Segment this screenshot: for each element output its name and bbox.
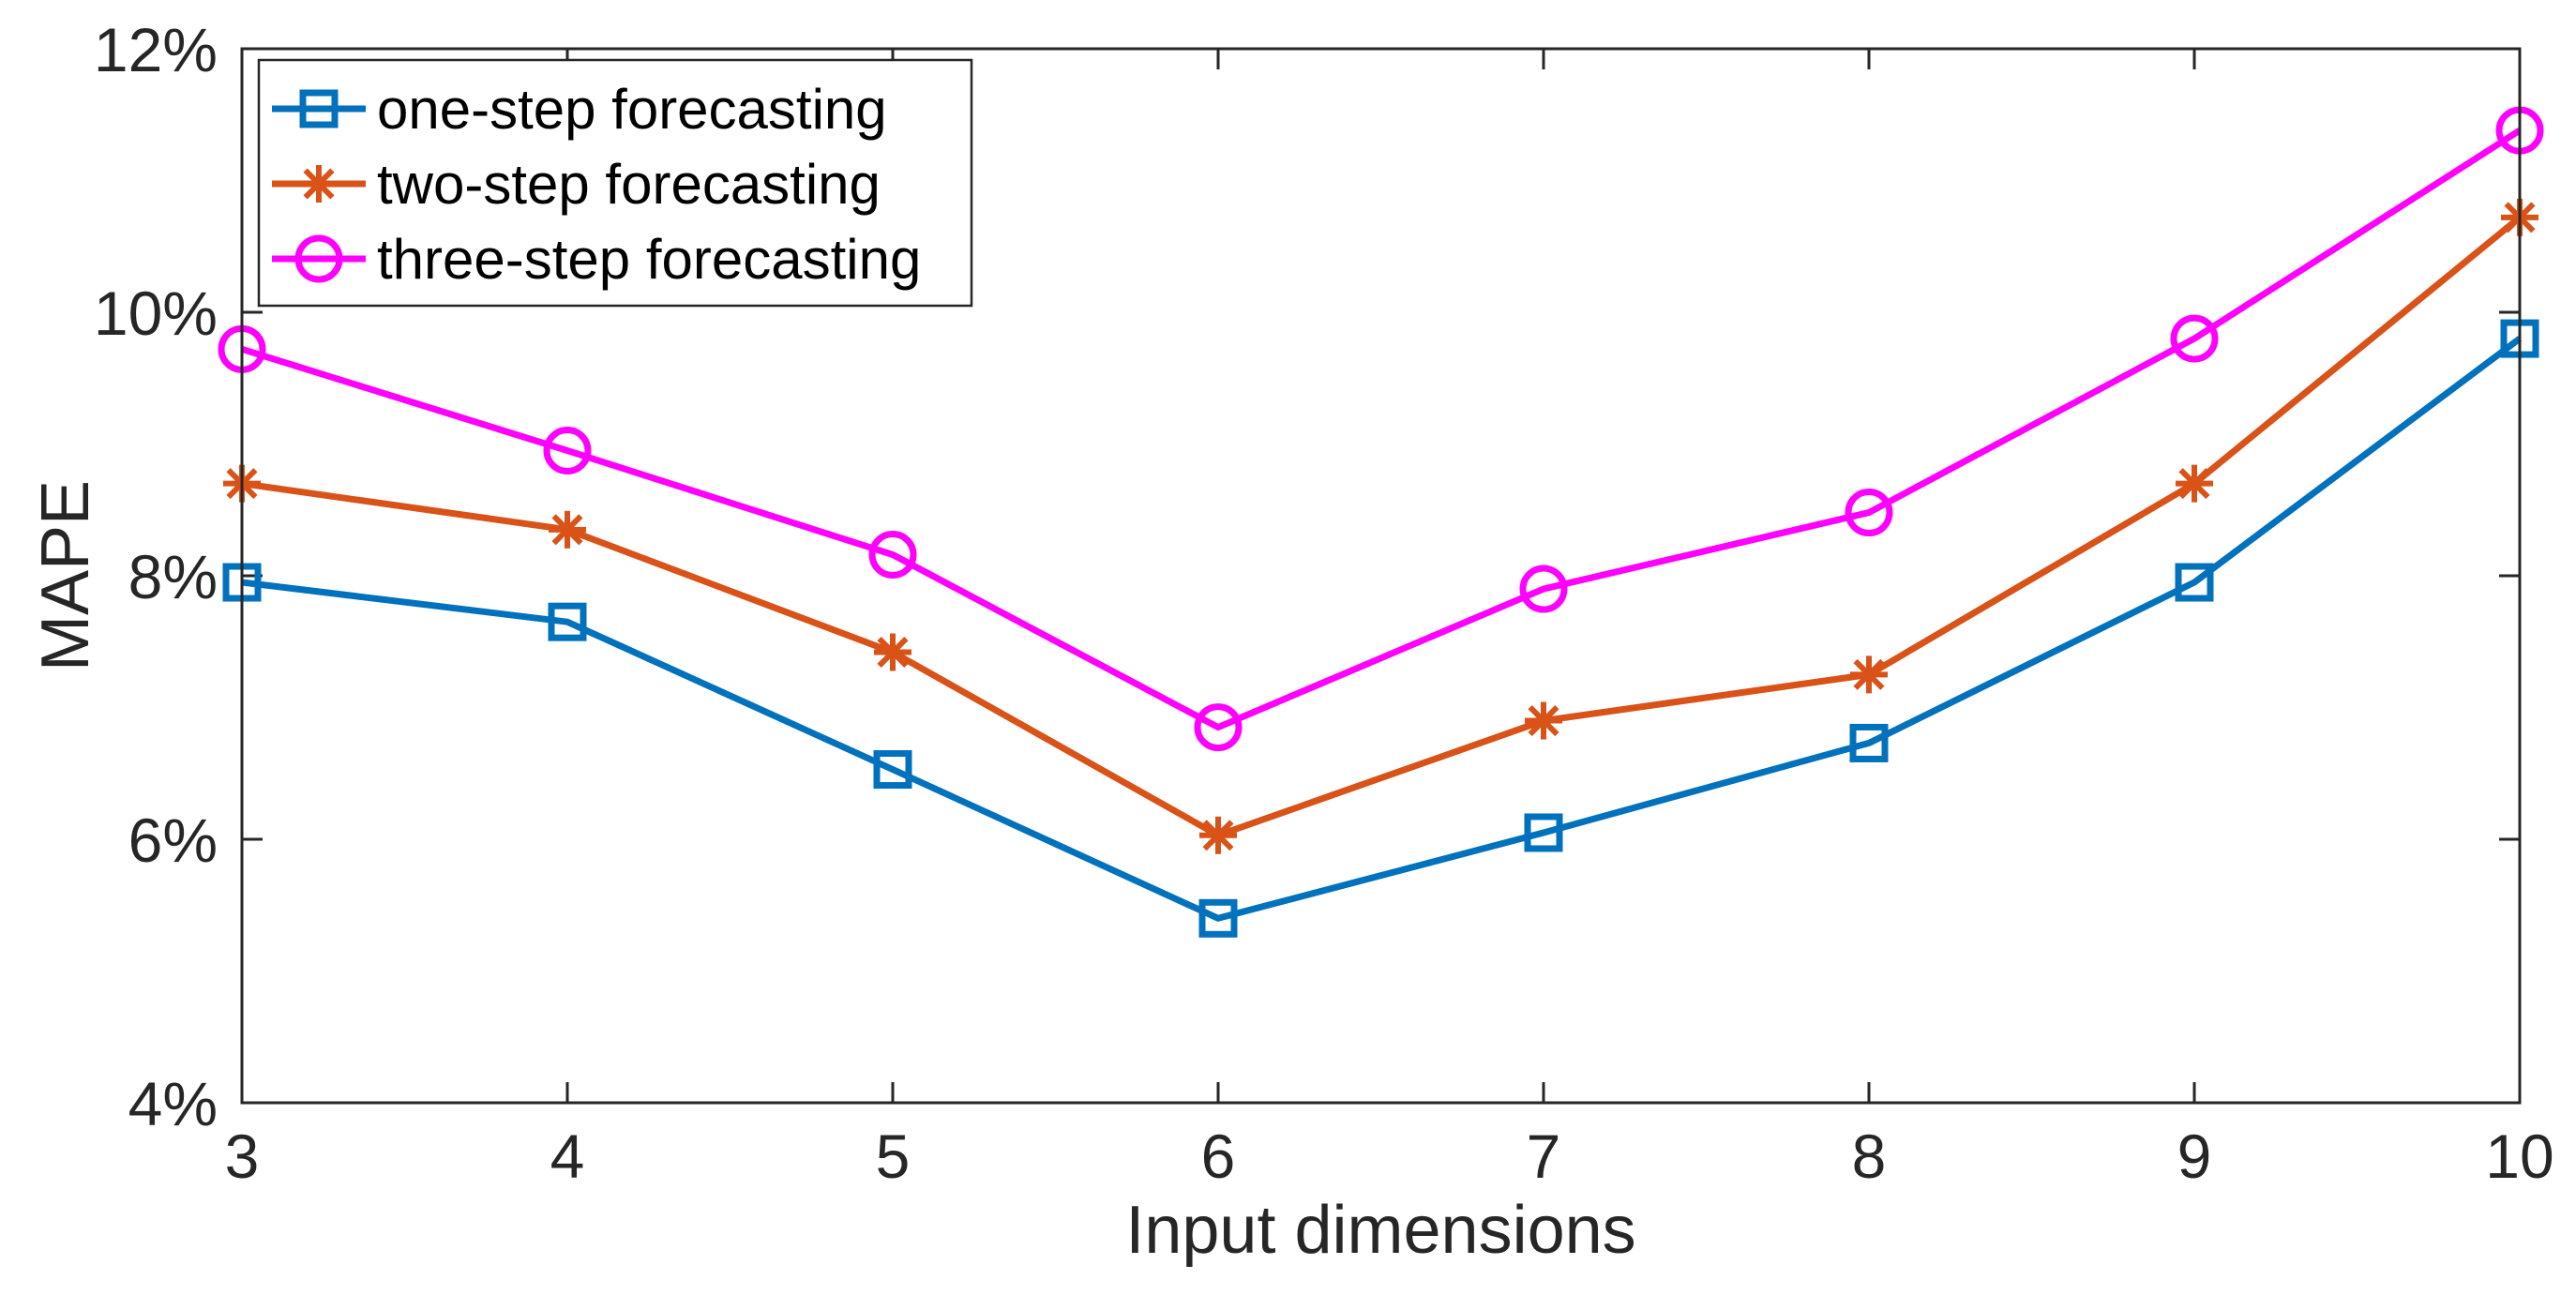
data-point-series-3 xyxy=(2170,314,2219,363)
y-tick-label: 8% xyxy=(128,542,218,611)
x-tick-label: 9 xyxy=(2177,1122,2212,1191)
x-tick-label: 4 xyxy=(550,1122,585,1191)
data-point-series-2-stroke xyxy=(1853,658,1885,690)
data-point-series-1 xyxy=(2175,563,2214,602)
data-point-series-2 xyxy=(874,633,911,671)
data-point-series-3 xyxy=(1519,565,1568,613)
y-axis-title: MAPE xyxy=(28,480,103,671)
data-point-series-2-stroke xyxy=(551,514,583,546)
data-point-series-3 xyxy=(1194,703,1243,752)
legend-marker-stroke xyxy=(303,168,335,200)
x-tick-labels: 3 4 5 6 7 8 9 10 xyxy=(225,1122,2554,1191)
data-point-series-1 xyxy=(1524,813,1563,852)
data-point-series-1 xyxy=(548,602,587,641)
series-line-3 xyxy=(240,128,2522,731)
y-tick-label: 6% xyxy=(128,806,218,875)
data-point-series-2-stroke xyxy=(1528,705,1559,737)
data-point-series-2 xyxy=(1199,816,1237,854)
x-tick-label: 8 xyxy=(1852,1122,1887,1191)
plot-frame xyxy=(240,47,2522,1105)
legend-label: one-step forecasting xyxy=(377,78,887,141)
x-tick-label: 7 xyxy=(1527,1122,1561,1191)
y-tick-label: 4% xyxy=(128,1069,218,1138)
x-tick-label: 5 xyxy=(876,1122,911,1191)
x-tick-label: 6 xyxy=(1201,1122,1236,1191)
data-point-series-2-stroke xyxy=(1202,820,1234,851)
data-point-series-2-stroke xyxy=(877,636,909,669)
legend-label: three-step forecasting xyxy=(377,228,921,291)
legend-marker xyxy=(299,89,339,128)
legend-marker xyxy=(294,234,343,283)
x-axis-title: Input dimensions xyxy=(1125,1193,1635,1268)
data-point-series-3 xyxy=(1845,489,1893,537)
y-tick-label: 12% xyxy=(94,15,218,84)
data-point-series-2 xyxy=(1850,655,1888,694)
series-lines xyxy=(240,128,2523,922)
legend-item: three-step forecasting xyxy=(272,228,921,291)
legend-box xyxy=(257,58,973,308)
data-point-series-2 xyxy=(2176,464,2213,503)
data-point-series-2-stroke xyxy=(2178,468,2210,500)
data-point-series-1 xyxy=(873,750,912,790)
data-point-series-1 xyxy=(1198,898,1238,938)
x-tick-label: 10 xyxy=(2485,1122,2553,1191)
series-line-2 xyxy=(241,215,2523,839)
data-point-series-1 xyxy=(1849,723,1889,762)
data-point-series-2 xyxy=(549,510,586,549)
legend-label: two-step forecasting xyxy=(377,153,881,216)
data-point-series-2 xyxy=(1525,701,1562,740)
legend: one-step forecasting two-step forecasting… xyxy=(257,58,973,308)
x-tick-label: 3 xyxy=(225,1122,260,1191)
legend-item: two-step forecasting xyxy=(272,153,881,216)
y-tick-label: 10% xyxy=(94,279,218,348)
y-tick-labels: 4% 6% 8% 10% 12% xyxy=(94,15,218,1138)
legend-marker xyxy=(300,165,338,203)
data-point-series-3 xyxy=(543,427,592,475)
data-point-series-3 xyxy=(868,531,917,580)
legend-item: one-step forecasting xyxy=(272,78,887,141)
series-line-1 xyxy=(241,336,2523,922)
